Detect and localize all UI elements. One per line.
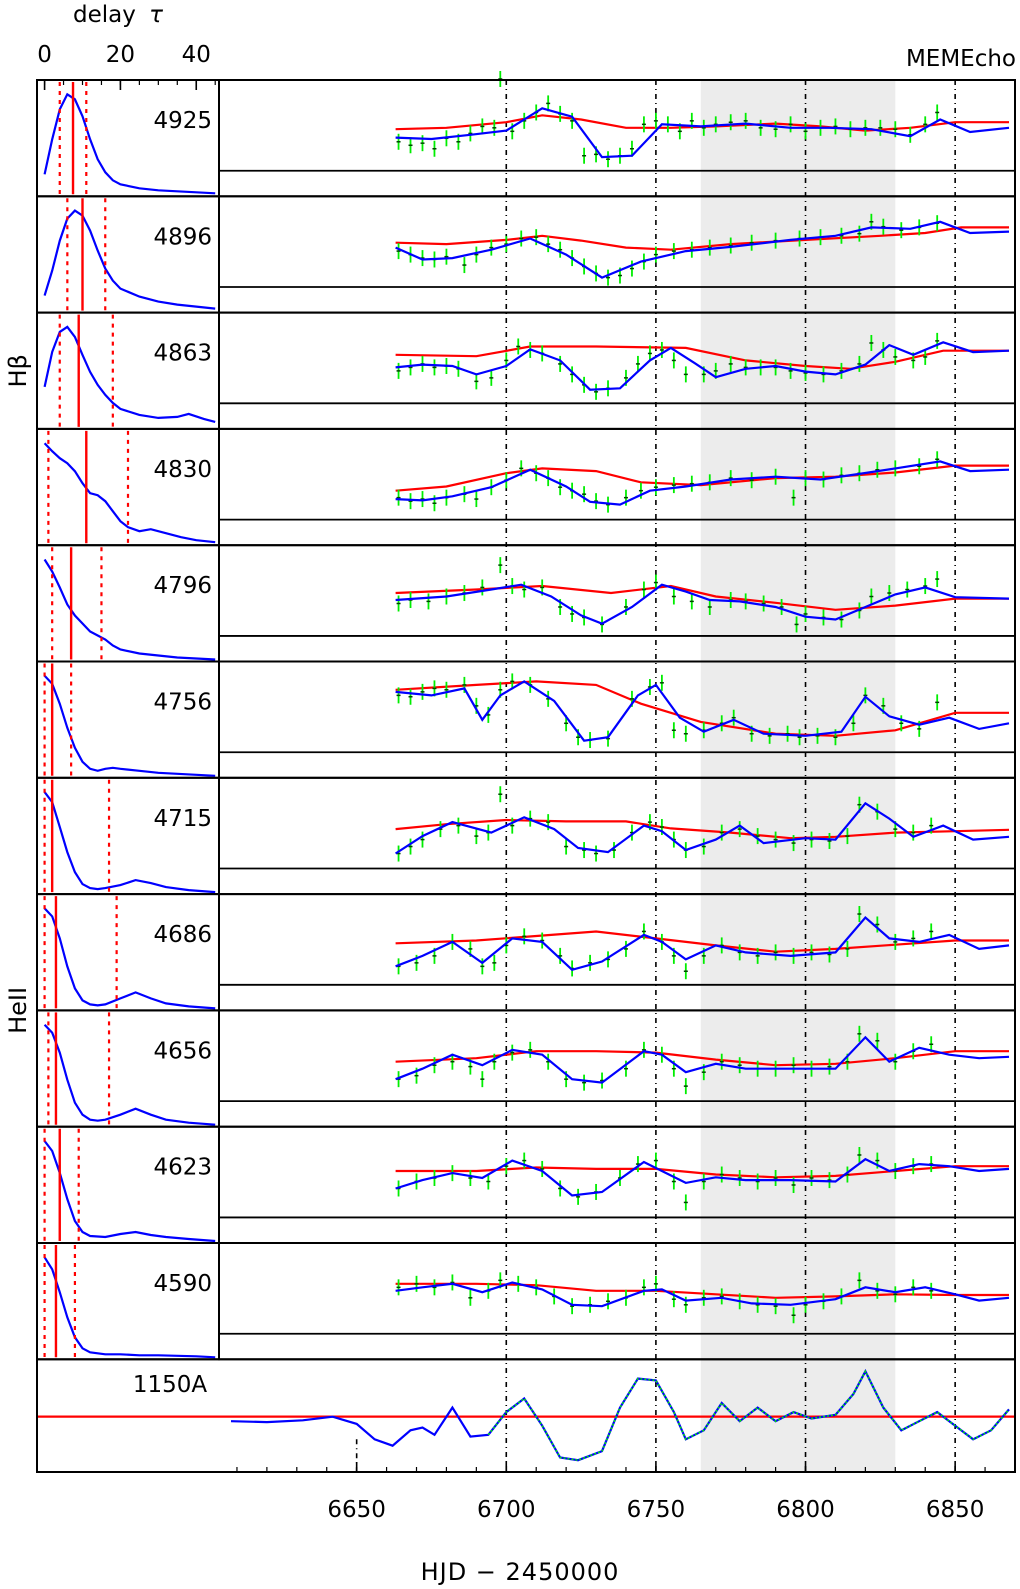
- lagged-continuum-4590: [395, 1282, 1009, 1299]
- model-light-curve-4623: [395, 1157, 1010, 1197]
- transfer-function-4590: [43, 1256, 216, 1359]
- lagged-continuum-4623: [395, 1165, 1009, 1179]
- delay-tick-label: 40: [182, 42, 211, 68]
- transfer-function-4896: [43, 209, 216, 310]
- panel-wavelength-label: 4656: [153, 1038, 212, 1064]
- shaded-interval-layer: [700, 80, 896, 1472]
- panel-wavelength-label: 4830: [153, 457, 212, 483]
- model-light-curve-4756: [395, 680, 1010, 742]
- time-tick-label: 6650: [327, 1497, 386, 1523]
- panel-wavelength-label: 4756: [153, 690, 212, 716]
- lagged-continuum-4925: [395, 114, 1009, 132]
- panel-wavelength-label: 4686: [153, 922, 212, 948]
- model-light-curve-4925: [395, 107, 1010, 159]
- delay-tick-label: 20: [106, 42, 135, 68]
- model-light-curve-4715: [395, 801, 1010, 855]
- panel-wavelength-label: 4925: [153, 108, 212, 134]
- panel-wavelength-label: 4796: [153, 573, 212, 599]
- lagged-continuum-4656: [395, 1050, 1009, 1067]
- delay-axis-word: delay: [73, 2, 136, 28]
- lagged-continuum-4796: [395, 584, 1009, 611]
- panel-wavelength-label: 4623: [153, 1155, 212, 1181]
- transfer-function-4686: [43, 907, 216, 1010]
- lagged-continuum-4830: [395, 464, 1009, 492]
- curves-layer: [37, 70, 1015, 1462]
- panel-frames-layer: [36, 79, 1016, 1474]
- model-light-curve-4686: [395, 915, 1010, 972]
- model-light-curve-4830: [395, 460, 1010, 506]
- time-tick-label: 6800: [776, 1497, 835, 1523]
- panel-wavelength-label: 4896: [153, 224, 212, 250]
- time-tick-label: 6700: [477, 1497, 536, 1523]
- transfer-function-4756: [43, 675, 216, 777]
- program-label: MEMEcho: [906, 46, 1016, 72]
- labels-layer: MEMEcho delay τ HJD − 2450000 1150A 4925…: [4, 2, 1016, 1586]
- panel-wavelength-label: 4715: [153, 806, 212, 832]
- transfer-function-4715: [43, 791, 216, 894]
- time-axis-label: HJD − 2450000: [421, 1558, 620, 1586]
- transfer-function-4656: [43, 1023, 216, 1126]
- panel-wavelength-label: 4863: [153, 341, 212, 367]
- continuum-panel-label: 1150A: [133, 1372, 208, 1398]
- transfer-function-4863: [43, 325, 216, 423]
- reference-lines-layer: [355, 80, 956, 1472]
- panel-wavelength-label: 4590: [153, 1271, 212, 1297]
- model-light-curve-4863: [395, 341, 1010, 391]
- delay-tick-label: 0: [37, 42, 52, 68]
- model-light-curve-4656: [395, 1035, 1010, 1084]
- group-label: Hβ: [4, 354, 32, 387]
- transfer-function-4623: [43, 1140, 216, 1243]
- model-light-curve-4590: [395, 1281, 1010, 1308]
- group-label: HeII: [4, 987, 32, 1034]
- delay-axis-title: delay τ: [73, 2, 163, 28]
- lagged-continuum-4715: [395, 818, 1010, 840]
- time-tick-label: 6750: [627, 1497, 686, 1523]
- continuum-model-curve: [230, 1368, 1010, 1462]
- transfer-function-4830: [43, 442, 216, 544]
- time-tick-label: 6850: [926, 1497, 985, 1523]
- transfer-function-4925: [43, 92, 216, 195]
- model-light-curve-4796: [395, 583, 1010, 625]
- shaded-interval: [700, 80, 896, 1472]
- model-light-curve-4896: [395, 220, 1010, 279]
- delay-axis-symbol: τ: [149, 2, 163, 28]
- continuum-panel-frame: [36, 1358, 1016, 1474]
